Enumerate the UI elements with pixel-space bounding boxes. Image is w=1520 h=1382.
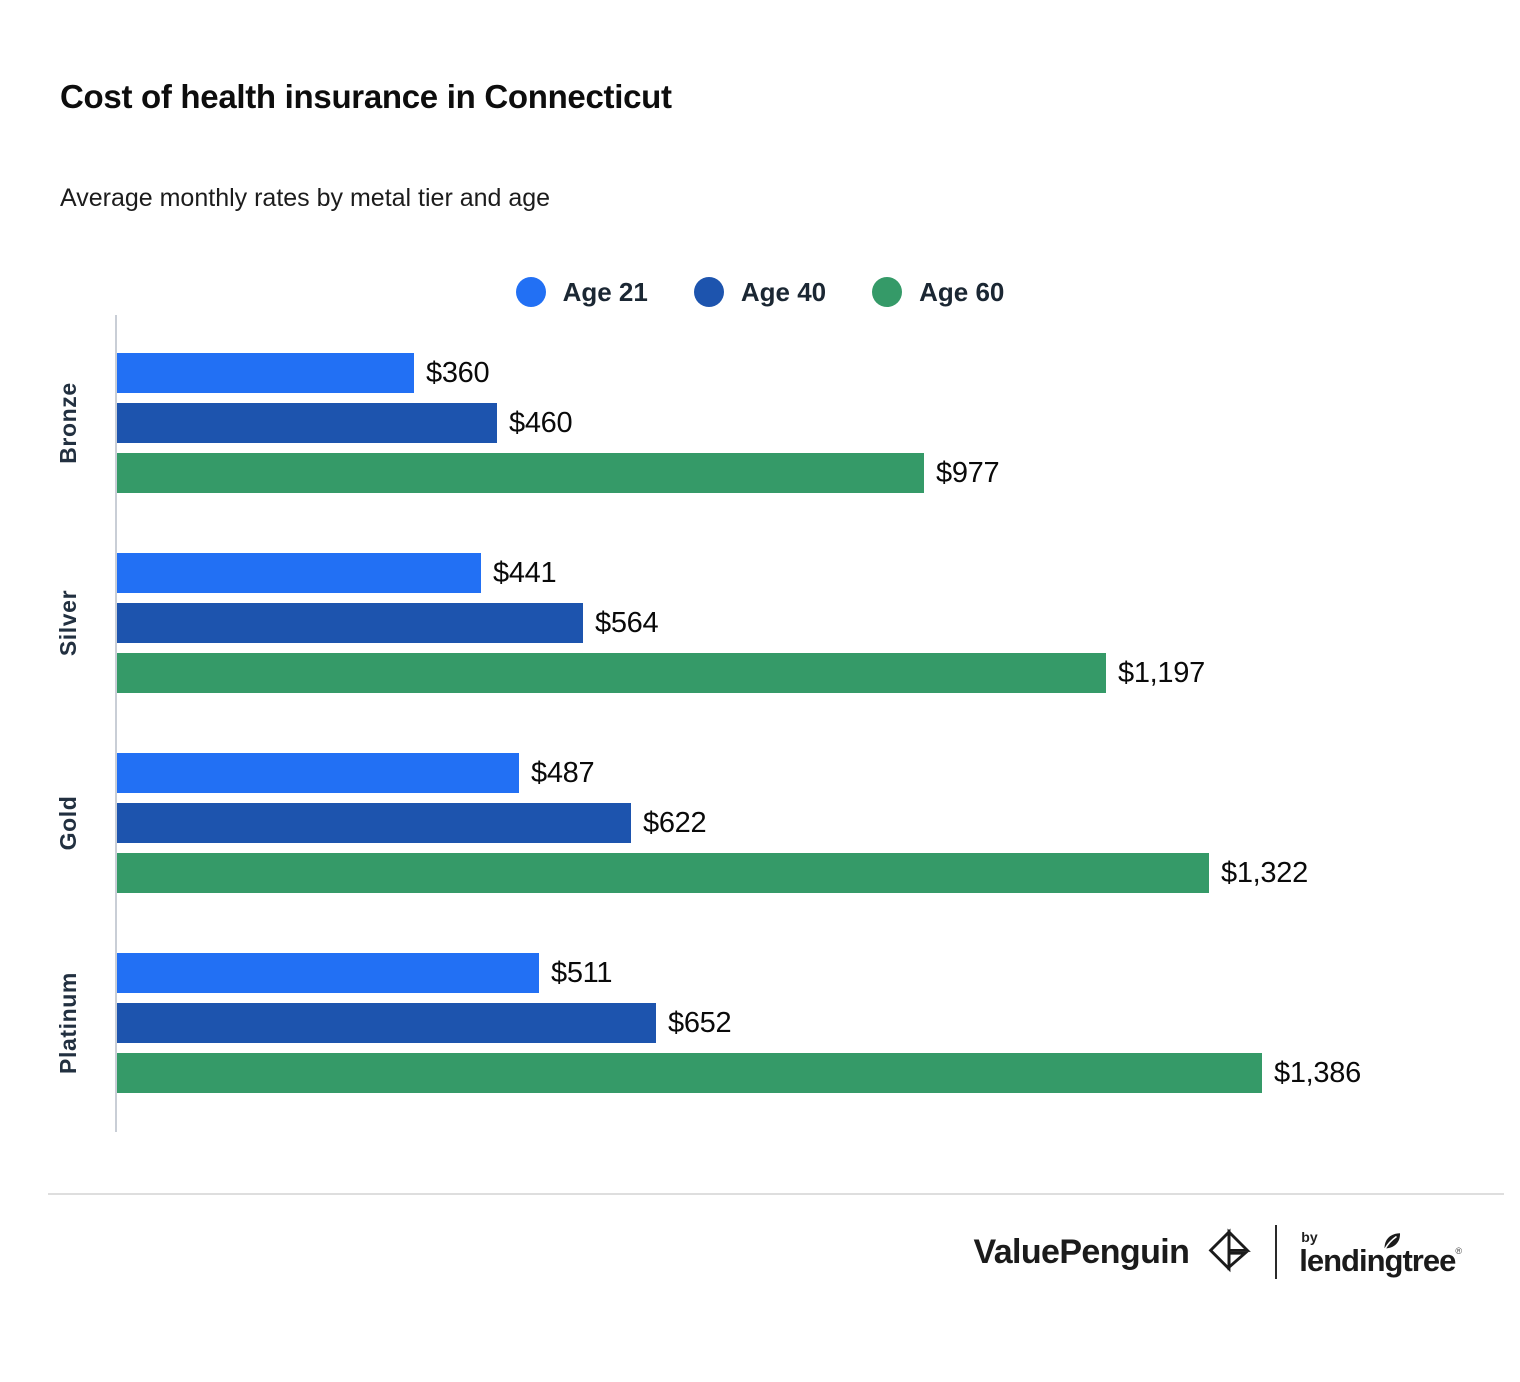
bar-row: $441 <box>117 553 1520 593</box>
bar-gold-age-40 <box>117 803 631 843</box>
bar-row: $622 <box>117 803 1520 843</box>
bar-silver-age-60 <box>117 653 1106 693</box>
category-label-gold: Gold <box>55 795 81 851</box>
legend-dot-icon <box>872 277 903 307</box>
bar-platinum-age-21 <box>117 953 539 993</box>
bar-platinum-age-40 <box>117 1003 656 1043</box>
bar-gold-age-60 <box>117 853 1209 893</box>
chart-legend: Age 21 Age 40 Age 60 <box>0 276 1520 308</box>
value-label: $441 <box>493 556 557 589</box>
value-label: $564 <box>595 606 659 639</box>
bar-bronze-age-40 <box>117 403 497 443</box>
legend-dot-icon <box>693 277 724 307</box>
bar-row: $460 <box>117 403 1520 443</box>
lendingtree-wordmark: lendingtree <box>1299 1243 1456 1278</box>
value-label: $652 <box>668 1006 732 1039</box>
trademark-mark: ® <box>1455 1246 1462 1256</box>
bar-platinum-age-60 <box>117 1053 1262 1093</box>
footer-separator <box>48 1193 1504 1195</box>
category-label-silver: Silver <box>55 589 81 657</box>
bar-group-gold: Gold $487 $622 $1,322 <box>55 753 1520 893</box>
legend-item-age-60: Age 60 <box>872 277 1004 308</box>
legend-item-age-40: Age 40 <box>693 276 827 308</box>
bar-row: $1,197 <box>117 653 1520 693</box>
y-axis-line <box>115 315 117 1132</box>
bar-row: $487 <box>117 753 1520 793</box>
footer: ValuePenguin by lendingtree® <box>0 1225 1462 1279</box>
legend-dot-icon <box>515 277 546 307</box>
bar-row: $1,322 <box>117 853 1520 893</box>
legend-label: Age 60 <box>919 276 1005 307</box>
category-label-bronze: Bronze <box>55 382 81 464</box>
lendingtree-by-label: by <box>1301 1229 1318 1245</box>
plot-area: Bronze $360 $460 $977 Silver $441 $564 $1,197 Go… <box>55 315 1520 1132</box>
category-label-platinum: Platinum <box>55 972 81 1074</box>
value-label: $1,197 <box>1118 656 1205 689</box>
bar-group-bronze: Bronze $360 $460 $977 <box>55 353 1520 493</box>
chart-title: Cost of health insurance in Connecticut <box>60 78 672 115</box>
bar-gold-age-21 <box>117 753 519 793</box>
bar-group-platinum: Platinum $511 $652 $1,386 <box>55 953 1520 1093</box>
lendingtree-logo: by lendingtree® <box>1299 1228 1462 1276</box>
bar-row: $652 <box>117 1003 1520 1043</box>
bar-group-silver: Silver $441 $564 $1,197 <box>55 553 1520 693</box>
bar-row: $564 <box>117 603 1520 643</box>
value-label: $487 <box>531 756 595 789</box>
legend-item-age-21: Age 21 <box>515 276 648 308</box>
value-label: $460 <box>509 406 573 439</box>
bar-row: $977 <box>117 453 1520 493</box>
legend-label: Age 21 <box>562 276 648 307</box>
value-label: $977 <box>936 456 1000 489</box>
value-label: $1,386 <box>1274 1056 1361 1089</box>
value-label: $360 <box>426 356 490 389</box>
bar-row: $511 <box>117 953 1520 993</box>
footer-divider-line <box>1275 1225 1278 1279</box>
leaf-icon <box>1381 1230 1403 1256</box>
bar-row: $1,386 <box>117 1053 1520 1093</box>
bar-bronze-age-21 <box>117 353 414 393</box>
bar-silver-age-21 <box>117 553 481 593</box>
value-label: $1,322 <box>1221 856 1308 889</box>
legend-label: Age 40 <box>740 276 827 307</box>
valuepenguin-logo-icon <box>1205 1228 1253 1276</box>
bar-row: $360 <box>117 353 1520 393</box>
bar-bronze-age-60 <box>117 453 924 493</box>
value-label: $511 <box>551 956 613 989</box>
valuepenguin-wordmark: ValuePenguin <box>973 1232 1190 1271</box>
bar-silver-age-40 <box>117 603 583 643</box>
chart-subtitle: Average monthly rates by metal tier and … <box>60 184 551 212</box>
value-label: $622 <box>643 806 707 839</box>
